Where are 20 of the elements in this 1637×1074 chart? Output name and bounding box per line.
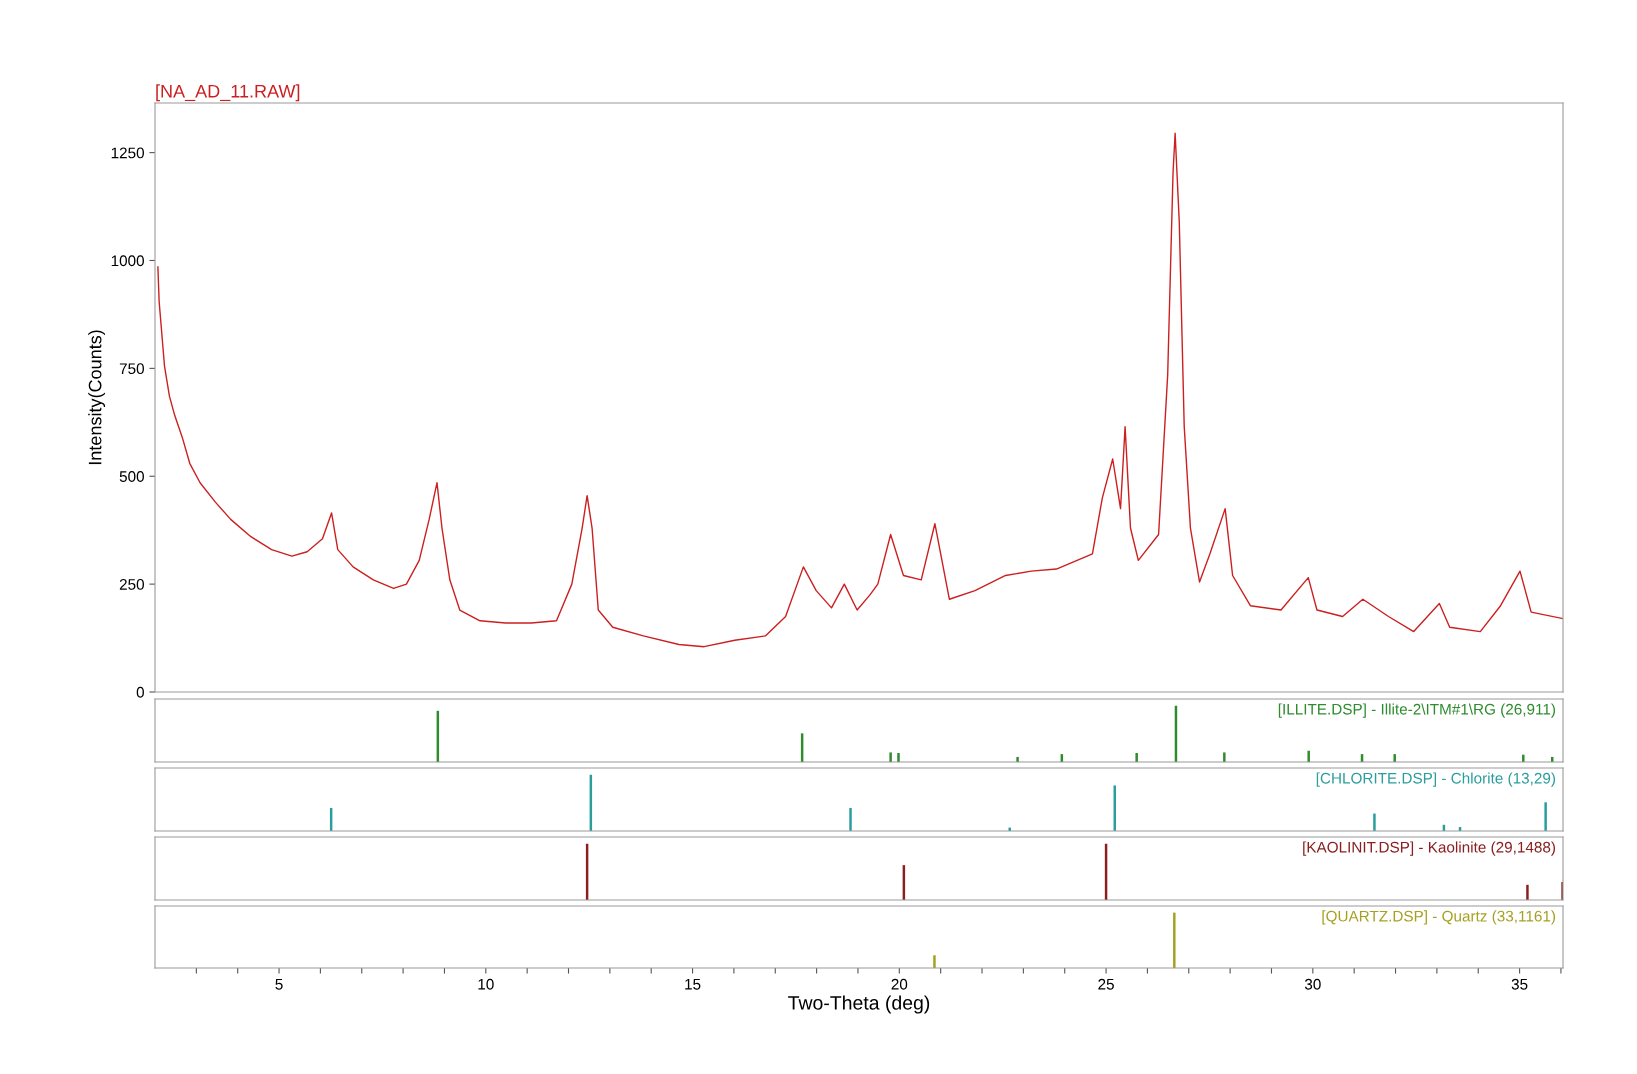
y-tick-label: 500 (119, 471, 144, 482)
text: [ILLITE.DSP] - Illite-2\ITM#1\RG (26,911) (1278, 703, 1556, 718)
x-tick-label: 15 (685, 978, 701, 990)
chart-title: [NA_AD_11.RAW] (156, 84, 300, 102)
y-tick-label: 1000 (111, 255, 144, 267)
series-label: [KAOLINIT.DSP] - Kaolinite (29,1488) (1303, 841, 1556, 856)
x-tick-label: 5 (275, 978, 283, 990)
text: [QUARTZ.DSP] - Quartz (33,1161) (1322, 910, 1556, 925)
y-tick-label: 1250 (111, 147, 144, 159)
y-tick-label: 750 (119, 363, 144, 375)
y-tick-label: 0 (136, 686, 144, 698)
y-tick-label: 250 (119, 578, 144, 590)
series-label: [CHLORITE.DSP] - Chlorite (13,29) (1316, 772, 1556, 787)
y-axis-title: Intensity(Counts) (88, 330, 106, 465)
x-tick-label: 25 (1098, 978, 1114, 990)
x-tick-label: 10 (478, 978, 494, 990)
x-tick-label: 30 (1304, 978, 1321, 990)
x-axis-title: Two-Theta (deg) (788, 995, 930, 1014)
x-tick-label: 20 (891, 978, 908, 990)
x-tick-label: 35 (1511, 978, 1528, 990)
